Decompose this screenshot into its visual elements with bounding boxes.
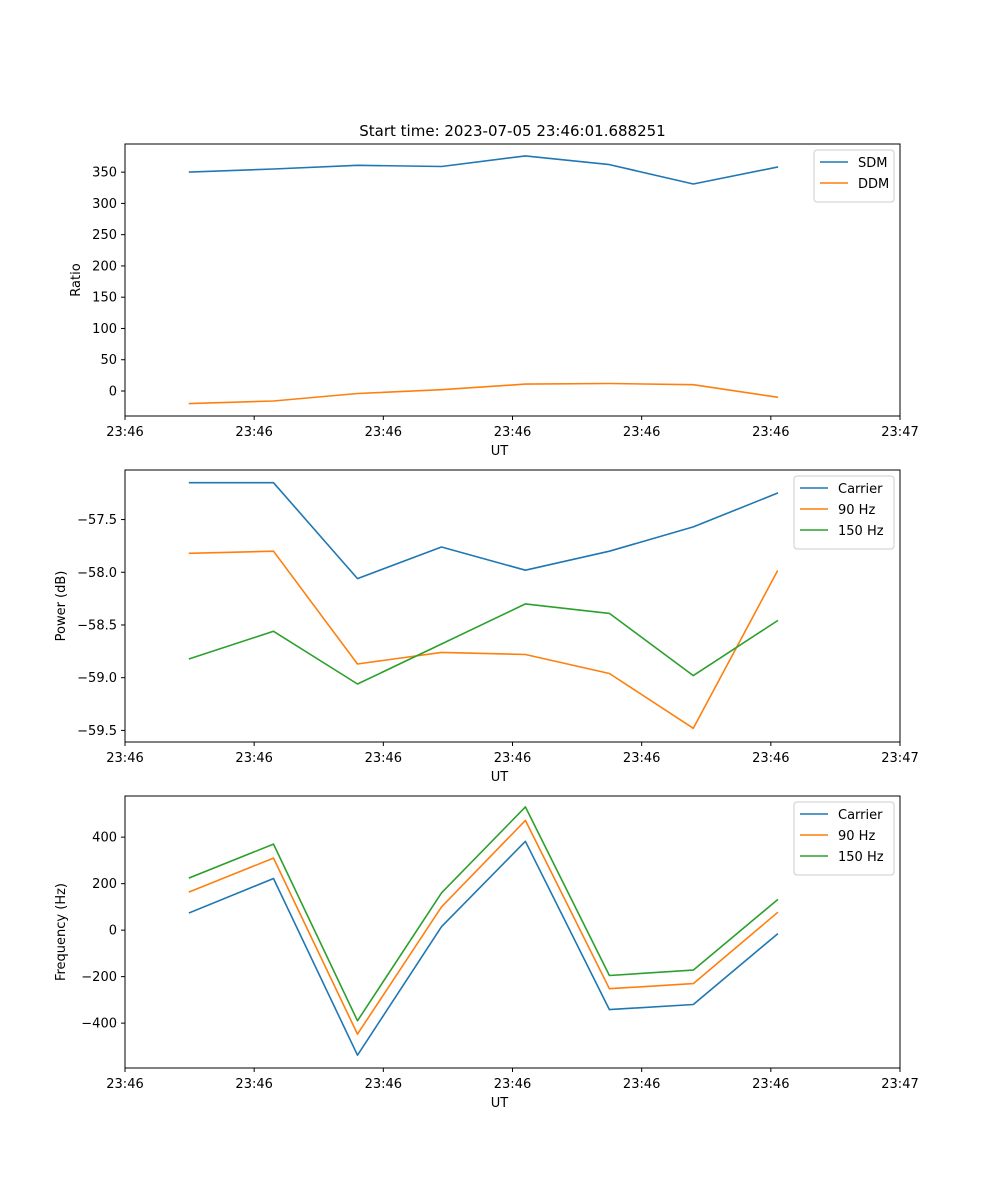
legend-label: Carrier — [838, 808, 883, 823]
x-axis-label: UT — [491, 1096, 509, 1111]
x-tick-label: 23:46 — [365, 751, 402, 766]
y-tick-label: 250 — [92, 228, 117, 243]
y-tick-label: −58.0 — [77, 566, 117, 581]
y-tick-label: −200 — [81, 970, 117, 985]
axes-frame — [124, 143, 901, 417]
chart-panel-2: 23:46 23:46 23:46 23:46 23:46 23:46 23:47 −57.5… — [54, 469, 919, 785]
legend-label: 90 Hz — [838, 503, 875, 518]
y-axis-label: Power (dB) — [54, 571, 69, 642]
y-tick-label: −58.5 — [77, 618, 117, 633]
series-line-150-hz — [188, 603, 779, 685]
y-axis-label: Ratio — [69, 263, 84, 296]
y-tick-label: 100 — [92, 322, 117, 337]
y-tick-label: 50 — [100, 353, 117, 368]
x-tick-label: 23:46 — [365, 425, 402, 440]
x-tick-label: 23:46 — [235, 751, 272, 766]
series-line-150-hz — [188, 806, 779, 1022]
series-line-carrier — [188, 481, 779, 580]
legend: SDM DDM — [813, 149, 895, 203]
x-tick-label: 23:46 — [752, 751, 789, 766]
x-tick-label: 23:46 — [494, 1077, 531, 1092]
series-line-90-hz — [188, 819, 779, 1035]
legend-label: 90 Hz — [838, 829, 875, 844]
chart-title: Start time: 2023-07-05 23:46:01.688251 — [359, 122, 665, 140]
chart-panel-1: 23:46 23:46 23:46 23:46 23:46 23:46 23:47 0 50 10… — [69, 122, 919, 459]
x-tick-label: 23:46 — [494, 425, 531, 440]
y-tick-label: 200 — [92, 877, 117, 892]
x-tick-label: 23:47 — [881, 751, 918, 766]
y-tick-label: 300 — [92, 197, 117, 212]
series-line-ddm — [188, 382, 779, 405]
legend-label: Carrier — [838, 482, 883, 497]
y-tick-label: 0 — [109, 384, 117, 399]
y-tick-label: 0 — [109, 924, 117, 939]
x-axis-label: UT — [491, 770, 509, 785]
x-tick-label: 23:46 — [106, 751, 143, 766]
legend: Carrier 90 Hz 150 Hz — [793, 475, 895, 550]
x-tick-label: 23:46 — [494, 751, 531, 766]
x-tick-label: 23:46 — [365, 1077, 402, 1092]
x-tick-label: 23:46 — [235, 1077, 272, 1092]
legend-frame — [813, 149, 895, 203]
x-tick-label: 23:47 — [881, 425, 918, 440]
chart-panel-3: 23:46 23:46 23:46 23:46 23:46 23:46 23:47 400 20… — [54, 795, 919, 1111]
legend-label: 150 Hz — [838, 850, 884, 865]
legend-label: 150 Hz — [838, 524, 884, 539]
legend-label: SDM — [858, 156, 887, 171]
axes-frame — [124, 795, 901, 1069]
y-tick-label: 350 — [92, 166, 117, 181]
x-tick-label: 23:46 — [623, 1077, 660, 1092]
x-tick-label: 23:47 — [881, 1077, 918, 1092]
x-tick-label: 23:46 — [235, 425, 272, 440]
x-tick-label: 23:46 — [106, 425, 143, 440]
y-tick-label: −59.5 — [77, 724, 117, 739]
x-tick-label: 23:46 — [752, 425, 789, 440]
y-tick-label: 400 — [92, 831, 117, 846]
series-line-carrier — [188, 840, 779, 1056]
legend: Carrier 90 Hz 150 Hz — [793, 801, 895, 876]
x-tick-label: 23:46 — [106, 1077, 143, 1092]
legend-label: DDM — [858, 177, 889, 192]
x-axis-label: UT — [491, 444, 509, 459]
y-axis-label: Frequency (Hz) — [54, 883, 69, 981]
x-tick-label: 23:46 — [752, 1077, 789, 1092]
series-line-sdm — [188, 155, 779, 185]
y-tick-label: 200 — [92, 259, 117, 274]
y-tick-label: −400 — [81, 1017, 117, 1032]
y-tick-label: −59.0 — [77, 671, 117, 686]
axes-frame — [124, 469, 901, 743]
y-tick-label: 150 — [92, 291, 117, 306]
x-tick-label: 23:46 — [623, 425, 660, 440]
series-line-90-hz — [188, 550, 779, 730]
x-tick-label: 23:46 — [623, 751, 660, 766]
y-tick-label: −57.5 — [77, 513, 117, 528]
